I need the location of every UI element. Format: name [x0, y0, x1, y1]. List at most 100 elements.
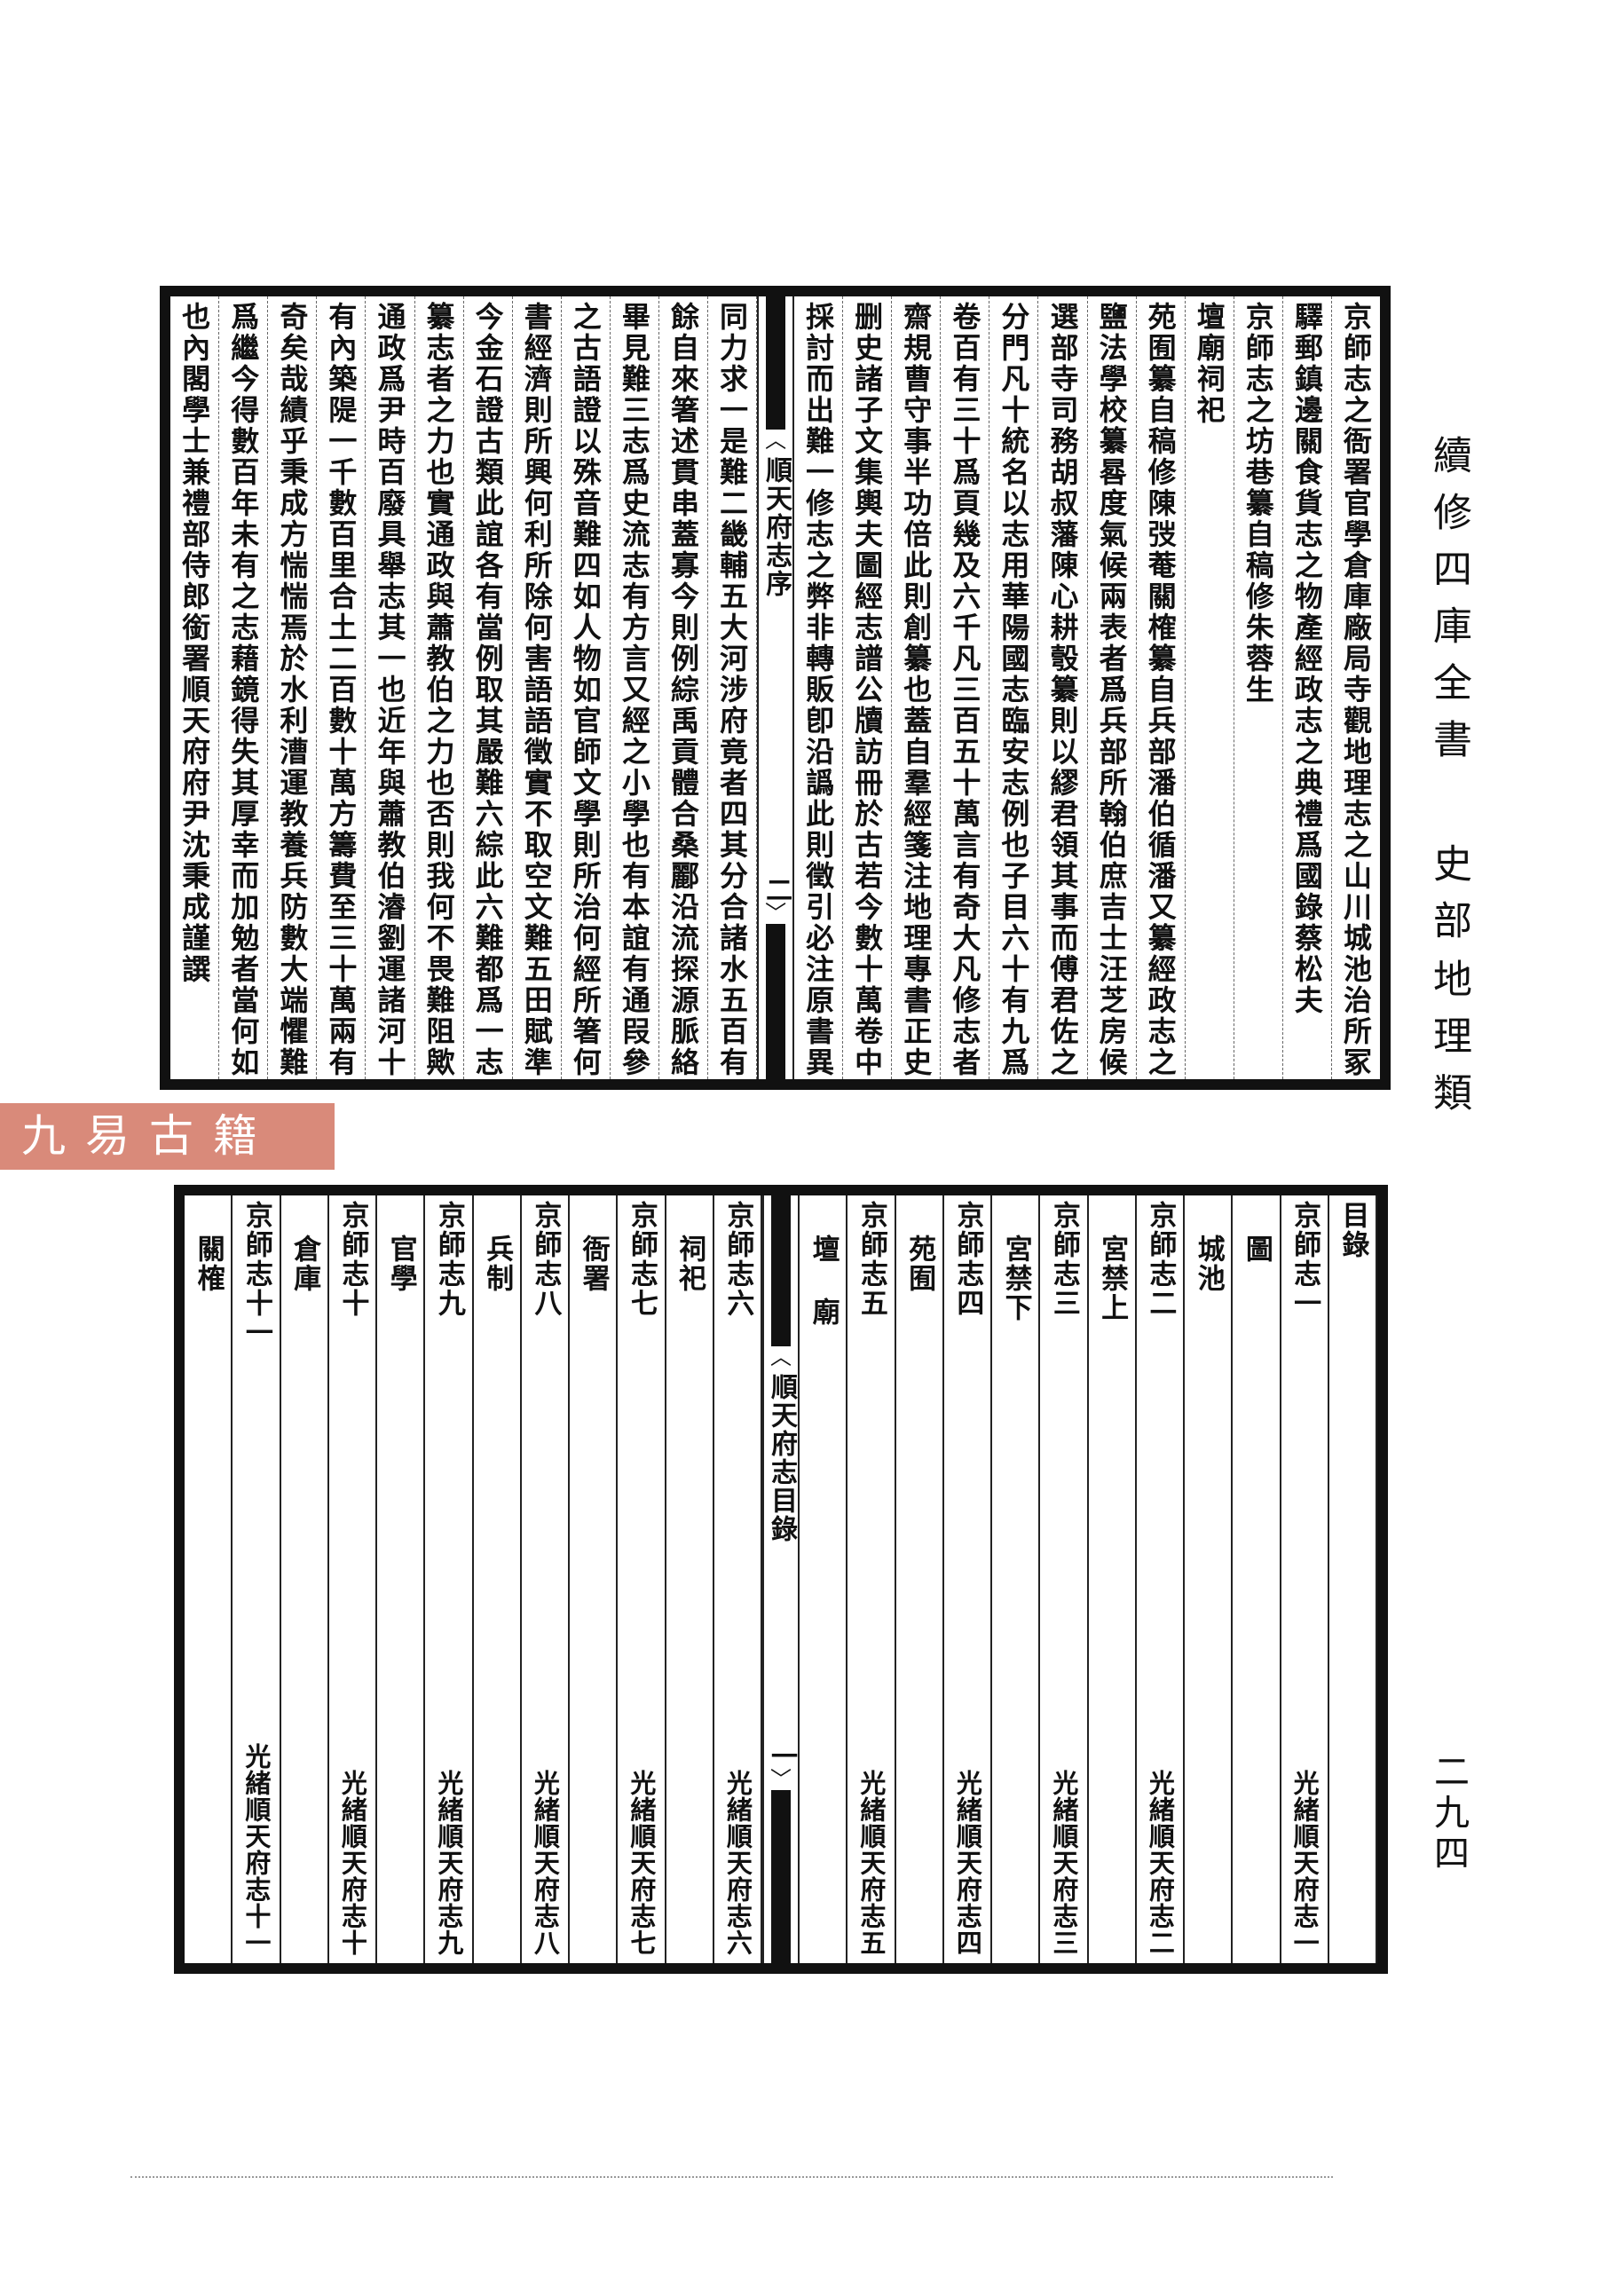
fold-title: 順天府志序 — [761, 456, 792, 598]
text-column: 爲繼今得數百年未有之志藉鏡得失其厚幸而加勉者當何如 — [219, 296, 269, 1079]
volume-title: 京師志三 — [1047, 1201, 1080, 1318]
column-text: 也內閣學士兼禮部侍郎銜署順天府府尹沈秉成謹譔 — [177, 302, 212, 985]
contents-row: 京師志一光緒順天府志一 — [1281, 1195, 1329, 1963]
fold-bar — [771, 1195, 791, 1346]
volume-title: 京師志一 — [1289, 1201, 1321, 1318]
column-text: 畢見難三志爲史流志有方言又經之小學也有本誼有通叚參 — [617, 302, 651, 1078]
volume-reference: 光緒順天府志八 — [530, 1770, 561, 1956]
column-text: 苑囿纂自稿修陳弢菴關榷纂自兵部潘伯循潘又纂經政志之 — [1143, 302, 1178, 1078]
text-column: 也內閣學士兼禮部侍郎銜署順天府府尹沈秉成謹譔 — [170, 296, 220, 1079]
text-column: 採討而出難一修志之弊非轉販卽沿譌此則徵引必注原書異 — [794, 296, 844, 1079]
text-column: 選部寺司務胡叔藩陳心耕彀纂則以繆君領其事而傅君佐之 — [1038, 296, 1088, 1079]
volume-reference: 光緒順天府志三 — [1048, 1770, 1079, 1956]
volume-title: 京師志十一 — [240, 1201, 272, 1347]
section-label: 史部 — [1426, 843, 1471, 957]
contents-row: 祠祀 — [666, 1195, 714, 1963]
text-column: 删史諸子文集輿夫圖經志譜公牘訪冊於古若今數十萬卷中 — [843, 296, 893, 1079]
text-column: 書經濟則所興何利所除何害語語徵實不取空文難五田賦準 — [513, 296, 562, 1079]
section-title: 關榷 — [192, 1235, 225, 1293]
column-text: 採討而出難一修志之弊非轉販卽沿譌此則徵引必注原書異 — [801, 302, 836, 1078]
fold-page-number: 一 — [766, 1742, 797, 1769]
volume-title: 京師志五 — [855, 1201, 887, 1318]
preface-page: 京師志之衙署官學倉庫廠局寺觀地理志之山川城池治所冢 驛郵鎮邊關食貨志之物產經政志之… — [160, 286, 1391, 1090]
column-text: 卷百有三十爲頁幾及六千凡三百五十萬言有奇大凡修志者 — [948, 302, 982, 1078]
collection-title: 續修四庫全書 — [1426, 435, 1471, 776]
column-text: 京師志之衙署官學倉庫廠局寺觀地理志之山川城池治所冢 — [1338, 302, 1373, 1078]
section-title: 祠祀 — [674, 1235, 706, 1293]
text-column: 今金石證古類此誼各有當例取其嚴難六綜此六難都爲一志 — [464, 296, 513, 1079]
contents-row: 衙署 — [570, 1195, 619, 1963]
column-text: 有內築隄一千數百里合土二百數十萬方籌費至三十萬兩有 — [324, 302, 359, 1078]
contents-row: 京師志九 光緒順天府志九 — [425, 1195, 474, 1963]
text-column: 餘自來箸述貫串蓋寡今則例綜禹貢體合桑酈沿流探源脈絡 — [659, 296, 708, 1079]
column-text: 同力求一是難二畿輔五大河涉府竟者四其分合諸水五百有 — [715, 302, 750, 1078]
volume-title: 京師志七 — [625, 1201, 658, 1318]
volume-reference: 光緒順天府志七 — [626, 1770, 657, 1956]
volume-reference: 光緒順天府志二 — [1145, 1770, 1176, 1956]
volume-reference: 光緒順天府志五 — [855, 1770, 887, 1956]
column-text: 驛郵鎮邊關食貨志之物產經政志之典禮爲國錄蔡松夫 — [1289, 302, 1324, 1016]
text-column: 分門凡十統名以志用華陽國志臨安志例也子目六十有九爲 — [989, 296, 1039, 1079]
contents-row: 壇廟 — [800, 1195, 848, 1963]
fold-page-number: 二 — [761, 876, 792, 903]
text-column: 有內築隄一千數百里合土二百數十萬方籌費至三十萬兩有 — [317, 296, 367, 1079]
volume-title: 京師志九 — [432, 1201, 465, 1318]
fold-bar — [766, 296, 786, 430]
contents-row: 官學 — [377, 1195, 426, 1963]
volume-title: 京師志四 — [951, 1201, 984, 1318]
category-label: 地理類 — [1426, 958, 1471, 1129]
column-text: 京師志之坊巷纂自稿修朱蓉生 — [1241, 302, 1275, 706]
section-title: 城池 — [1192, 1235, 1225, 1293]
column-text: 餘自來箸述貫串蓋寡今則例綜禹貢體合桑酈沿流探源脈絡 — [666, 302, 700, 1078]
contents-row: 京師志十 光緒順天府志十 — [329, 1195, 377, 1963]
contents-row: 兵制 — [474, 1195, 522, 1963]
column-text: 選部寺司務胡叔藩陳心耕彀纂則以繆君領其事而傅君佐之 — [1045, 302, 1080, 1078]
page-edge-line — [130, 2176, 1333, 2178]
text-column: 鹽法學校纂晷度氣候兩表者爲兵部所翰伯庶吉士汪芝房候 — [1088, 296, 1137, 1079]
column-text: 之古語證以殊音難四如人物如官師文學則所治何經所箸何 — [568, 302, 603, 1078]
column-text: 删史諸子文集輿夫圖經志譜公牘訪冊於古若今數十萬卷中 — [850, 302, 885, 1078]
volume-reference: 光緒順天府志十 — [337, 1770, 368, 1956]
contents-row: 京師志五光緒順天府志五 — [847, 1195, 896, 1963]
text-column: 壇廟祠祀 — [1186, 296, 1234, 1079]
column-text: 齋規曹守事半功倍此則創纂也蓋自羣經箋注地理專書正史 — [899, 302, 934, 1078]
text-column: 京師志之衙署官學倉庫廠局寺觀地理志之山川城池治所冢 — [1332, 296, 1380, 1079]
volume-reference: 光緒順天府志四 — [952, 1770, 983, 1956]
contents-row: 倉庫 — [281, 1195, 329, 1963]
section-title: 壇廟 — [807, 1235, 840, 1361]
fold-chevron-icon: ﹀ — [765, 901, 787, 926]
volume-reference: 光緒順天府志十一 — [240, 1743, 272, 1956]
text-column: 苑囿纂自稿修陳弢菴關榷纂自兵部潘伯循潘又纂經政志之 — [1137, 296, 1186, 1079]
column-text: 纂志者之力也實通政與蕭教伯之力也否則我何不畏難阻歟 — [422, 302, 456, 1078]
section-title: 官學 — [384, 1235, 417, 1293]
volume-title: 京師志八 — [529, 1201, 562, 1318]
column-text: 通政爲尹時百廢具舉志其一也近年與蕭教伯濬劉運諸河十 — [373, 302, 407, 1078]
contents-row: 京師志四光緒順天府志四 — [944, 1195, 992, 1963]
contents-row: 京師志三光緒順天府志三 — [1040, 1195, 1089, 1963]
volume-title: 目錄 — [1336, 1201, 1369, 1259]
text-column: 畢見難三志爲史流志有方言又經之小學也有本誼有通叚參 — [611, 296, 659, 1079]
page-number: 二九四 — [1428, 1753, 1469, 1875]
text-column: 奇矣哉績乎秉成方惴惴焉於水利漕運教養兵防數大端懼難 — [268, 296, 318, 1079]
volume-title: 京師志二 — [1144, 1201, 1177, 1318]
contents-row: 京師志八光緒順天府志八 — [522, 1195, 570, 1963]
fold-chevron-icon: ︿ — [765, 428, 787, 453]
contents-row: 京師志七光緒順天府志七 — [618, 1195, 666, 1963]
text-column: 驛郵鎮邊關食貨志之物產經政志之典禮爲國錄蔡松夫 — [1283, 296, 1332, 1079]
section-title: 圖 — [1240, 1235, 1273, 1264]
contents-row: 宮禁下 — [992, 1195, 1041, 1963]
text-column: 纂志者之力也實通政與蕭教伯之力也否則我何不畏難阻歟 — [415, 296, 464, 1079]
fold-bar — [766, 924, 786, 1079]
text-column: 通政爲尹時百廢具舉志其一也近年與蕭教伯濬劉運諸河十 — [366, 296, 415, 1079]
fold-bar — [771, 1790, 791, 1963]
contents-row: 京師志十一光緒順天府志十一 — [233, 1195, 281, 1963]
column-text: 書經濟則所興何利所除何害語語徵實不取空文難五田賦準 — [519, 302, 554, 1078]
volume-title: 京師志六 — [721, 1201, 754, 1318]
text-column: 之古語證以殊音難四如人物如官師文學則所治何經所箸何 — [562, 296, 611, 1079]
volume-reference: 光緒順天府志一 — [1289, 1770, 1320, 1956]
column-text: 爲繼今得數百年未有之志藉鏡得失其厚幸而加勉者當何如 — [226, 302, 261, 1078]
contents-row: 苑囿 — [896, 1195, 944, 1963]
column-text: 鹽法學校纂晷度氣候兩表者爲兵部所翰伯庶吉士汪芝房候 — [1094, 302, 1129, 1078]
contents-row: 關榷 — [185, 1195, 233, 1963]
section-title: 兵制 — [481, 1235, 514, 1293]
